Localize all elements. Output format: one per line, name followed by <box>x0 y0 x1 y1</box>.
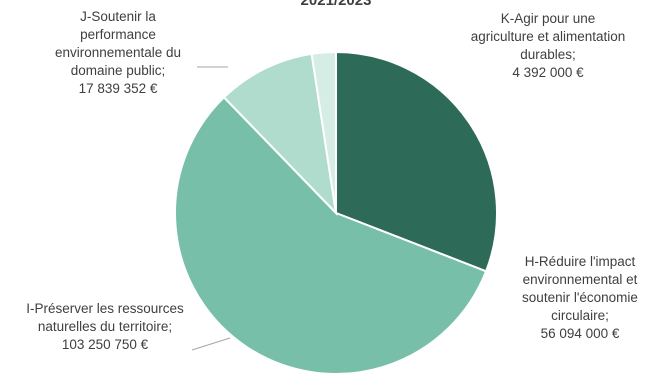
slice-label-line: 103 250 750 € <box>62 337 149 352</box>
slice-label-line: agriculture et alimentation <box>471 29 626 44</box>
slice-label-i: I-Préserver les ressources naturelles du … <box>26 301 184 352</box>
slice-label-line: naturelles du territoire; <box>38 319 172 334</box>
slice-label-h: H-Réduire l'impact environnemental et sout… <box>522 254 638 341</box>
slice-label-line: J-Soutenir la <box>80 9 156 24</box>
slice-label-line: durables; <box>520 47 576 62</box>
chart-title: 2021/2023 <box>301 0 372 9</box>
pie-slice-j <box>222 52 338 216</box>
slice-labels: H-Réduire l'impact environnemental et sout… <box>26 9 638 352</box>
leader-lines <box>191 66 231 351</box>
leader-line-i <box>191 337 231 351</box>
slice-label-line: environnementale du <box>55 45 181 60</box>
slice-label-line: I-Préserver les ressources <box>26 301 184 316</box>
slice-label-k: K-Agir pour une agriculture et alimentati… <box>471 11 626 80</box>
pie-slices <box>174 50 498 375</box>
pie-slice-h <box>335 50 498 273</box>
slice-label-line: domaine public; <box>71 63 166 78</box>
slice-label-line: performance <box>80 27 156 42</box>
slice-label-line: K-Agir pour une <box>501 11 596 26</box>
pie-slice-k <box>310 50 337 214</box>
slice-label-j: J-Soutenir la performance environnementale… <box>55 9 181 96</box>
slice-label-line: 4 392 000 € <box>512 65 584 80</box>
slice-label-line: 56 094 000 € <box>541 326 620 341</box>
slice-label-line: circulaire; <box>551 308 609 323</box>
slice-label-line: 17 839 352 € <box>79 81 158 96</box>
slice-label-line: soutenir l'économie <box>522 290 638 305</box>
slice-label-line: H-Réduire l'impact <box>525 254 636 269</box>
pie-slice-i <box>174 95 488 375</box>
slice-label-line: environnemental et <box>523 272 638 287</box>
